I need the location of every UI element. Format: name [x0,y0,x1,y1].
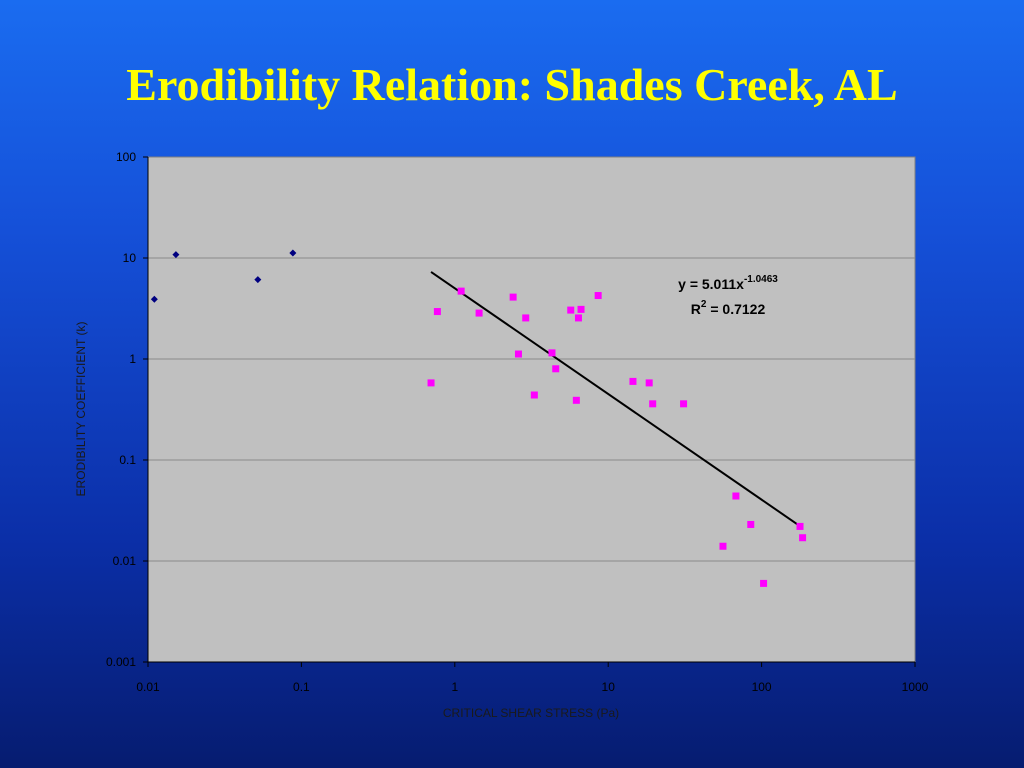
trendline-equation: y = 5.011x-1.0463 [678,274,778,292]
y-tick-label: 0.1 [119,453,136,467]
data-point-square [629,377,637,385]
data-point-square [799,534,807,542]
data-point-square [680,400,688,408]
y-tick-label: 0.001 [106,655,136,669]
data-point-square [552,365,560,373]
data-point-square [732,492,740,500]
plot-area [147,156,916,663]
x-tick-label: 0.1 [293,680,310,694]
y-axis-title: ERODIBILITY COEFFICIENT (k) [74,322,88,497]
y-tick-label: 0.01 [113,554,137,568]
data-point-square [577,305,585,313]
data-point-square [760,579,768,587]
x-tick-label: 0.01 [136,680,160,694]
equation-base: y = 5.011x [678,276,744,292]
data-point-square [594,292,602,300]
x-tick-label: 1 [451,680,458,694]
data-point-square [645,379,653,387]
data-point-square [719,542,727,550]
data-point-diamond [150,295,158,303]
data-point-square [522,314,530,322]
data-point-square [796,522,804,530]
x-tick-label: 1000 [902,680,929,694]
data-point-square [572,396,580,404]
axes [143,156,916,667]
equation-exponent: -1.0463 [744,274,778,285]
trendline-group [430,271,804,529]
data-point-diamond [254,276,262,284]
data-point-square [548,349,556,357]
data-point-diamond [172,251,180,259]
data-point-square [427,379,435,387]
data-point-square [747,520,755,528]
data-point-square [433,308,441,316]
data-point-square [567,306,575,314]
x-tick-label: 10 [602,680,616,694]
y-tick-label: 100 [116,150,136,164]
trendline [430,271,804,529]
r-squared-label: R2 = 0.7122 [691,299,766,317]
slide-title: Erodibility Relation: Shades Creek, AL [126,59,898,110]
data-point-square [574,314,582,322]
r2-superscript: 2 [701,299,707,310]
r2-prefix: R [691,301,701,317]
data-point-square [475,309,483,317]
data-point-diamond [289,249,297,257]
y-tick-label: 1 [129,352,136,366]
x-tick-label: 100 [752,680,772,694]
y-tick-label: 10 [123,251,137,265]
x-axis-title: CRITICAL SHEAR STRESS (Pa) [443,706,619,720]
data-point-square [509,293,517,301]
data-point-square [649,400,657,408]
data-point-square [457,287,465,295]
data-point-square [514,350,522,358]
gridlines [148,257,915,562]
data-points [150,249,807,587]
r2-value: = 0.7122 [706,301,765,317]
data-point-square [530,391,538,399]
